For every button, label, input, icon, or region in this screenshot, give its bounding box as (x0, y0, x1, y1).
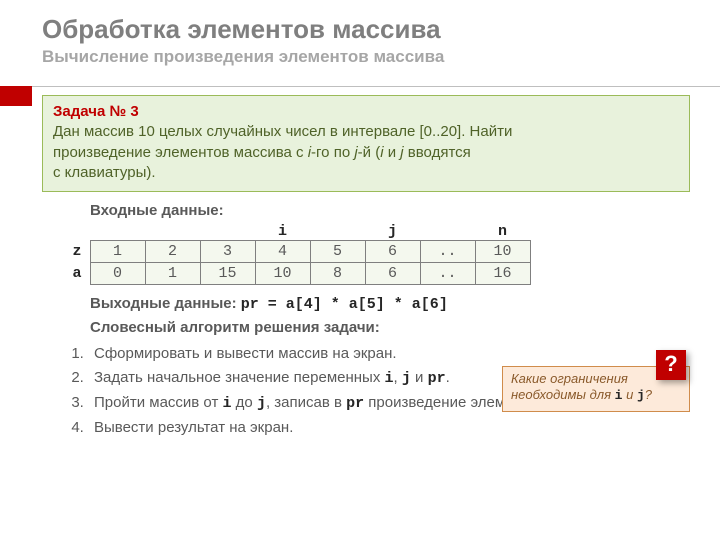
task-text: Дан массив 10 целых случайных чисел в ин… (53, 123, 512, 140)
output-label: Выходные данные: (90, 295, 237, 312)
output-expr: pr = a[4] * a[5] * a[6] (241, 296, 448, 313)
input-label: Входные данные: (90, 202, 720, 219)
table-row-a: a 0 1 15 10 8 6 .. 16 (60, 263, 530, 285)
step-text: Пройти массив от (94, 394, 222, 411)
note-text: Какие ограничения необходимы для (511, 371, 628, 402)
cell: .. (420, 241, 475, 263)
cell: 4 (255, 241, 310, 263)
var-i: i (385, 370, 394, 387)
var-pr: pr (346, 395, 364, 412)
task-text: -го по (311, 144, 354, 161)
cell: .. (420, 263, 475, 285)
data-table: z 1 2 3 4 5 6 .. 10 a 0 1 15 10 8 6 .. 1… (60, 240, 531, 285)
row-label-z: z (60, 241, 90, 263)
accent-bar (0, 86, 32, 106)
cell: 15 (200, 263, 255, 285)
task-text: -й ( (358, 144, 381, 161)
page-subtitle: Вычисление произведения элементов массив… (42, 47, 692, 67)
page-title: Обработка элементов массива (42, 14, 692, 45)
cell: 1 (145, 263, 200, 285)
algorithm-label: Словесный алгоритм решения задачи: (90, 319, 720, 336)
var-j: j (257, 395, 266, 412)
question-mark-icon: ? (656, 350, 686, 380)
col-n: n (475, 223, 530, 240)
var-pr: pr (428, 370, 446, 387)
cell: 16 (475, 263, 530, 285)
step-text: , (394, 369, 402, 386)
step-text: Задать начальное значение переменных (94, 369, 385, 386)
cell: 1 (90, 241, 145, 263)
note-text: ? (645, 387, 652, 402)
step-text: до (232, 394, 257, 411)
table-row-z: z 1 2 3 4 5 6 .. 10 (60, 241, 530, 263)
cell: 3 (200, 241, 255, 263)
var-i: i (222, 395, 231, 412)
col-i: i (255, 223, 310, 240)
var-j: j (402, 370, 411, 387)
step-text: , записав в (266, 394, 346, 411)
divider (0, 86, 720, 87)
cell: 8 (310, 263, 365, 285)
cell: 10 (255, 263, 310, 285)
cell: 6 (365, 241, 420, 263)
step-4: Вывести результат на экран. (88, 416, 720, 440)
output-line: Выходные данные: pr = a[4] * a[5] * a[6] (90, 295, 720, 313)
task-text: с клавиатуры). (53, 164, 156, 181)
cell: 2 (145, 241, 200, 263)
task-text: произведение элементов массива c (53, 144, 308, 161)
cell: 6 (365, 263, 420, 285)
cell: 0 (90, 263, 145, 285)
task-box: Задача № 3 Дан массив 10 целых случайных… (42, 95, 690, 192)
task-text: и (384, 144, 401, 161)
cell: 10 (475, 241, 530, 263)
task-number: Задача № 3 (53, 103, 139, 120)
task-text: вводятся (404, 144, 471, 161)
step-text: . (446, 369, 450, 386)
note-var-j: j (637, 388, 645, 403)
col-j: j (365, 223, 420, 240)
row-label-a: a (60, 263, 90, 285)
column-headers: i j n (90, 223, 720, 240)
cell: 5 (310, 241, 365, 263)
step-1: Сформировать и вывести массив на экран. (88, 342, 720, 366)
note-text: и (622, 387, 636, 402)
step-text: и (411, 369, 428, 386)
